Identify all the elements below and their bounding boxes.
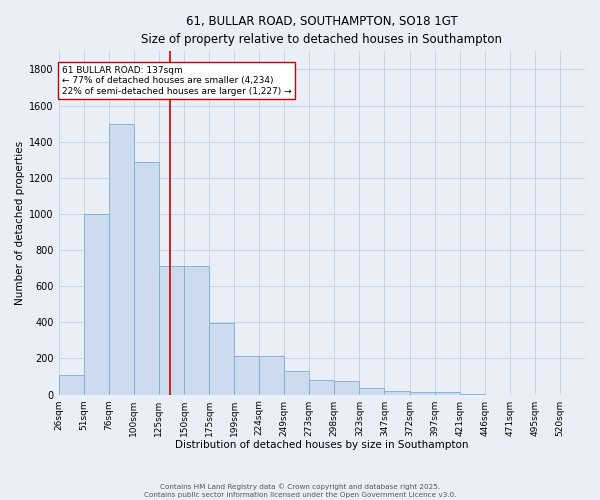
Bar <box>159 266 184 394</box>
Text: Contains HM Land Registry data © Crown copyright and database right 2025.
Contai: Contains HM Land Registry data © Crown c… <box>144 484 456 498</box>
Bar <box>334 381 359 394</box>
Bar <box>309 380 334 394</box>
Bar <box>184 266 209 394</box>
Bar <box>259 356 284 395</box>
Bar <box>410 392 434 394</box>
Bar <box>109 124 134 394</box>
Bar <box>434 392 460 394</box>
Bar <box>284 371 309 394</box>
Y-axis label: Number of detached properties: Number of detached properties <box>15 141 25 305</box>
Bar <box>84 214 109 394</box>
Bar <box>385 391 410 394</box>
Bar <box>59 374 84 394</box>
Title: 61, BULLAR ROAD, SOUTHAMPTON, SO18 1GT
Size of property relative to detached hou: 61, BULLAR ROAD, SOUTHAMPTON, SO18 1GT S… <box>142 15 502 46</box>
Bar <box>359 388 385 394</box>
Bar <box>209 323 234 394</box>
Bar <box>134 162 159 394</box>
Bar <box>234 356 259 395</box>
Text: 61 BULLAR ROAD: 137sqm
← 77% of detached houses are smaller (4,234)
22% of semi-: 61 BULLAR ROAD: 137sqm ← 77% of detached… <box>62 66 291 96</box>
X-axis label: Distribution of detached houses by size in Southampton: Distribution of detached houses by size … <box>175 440 469 450</box>
